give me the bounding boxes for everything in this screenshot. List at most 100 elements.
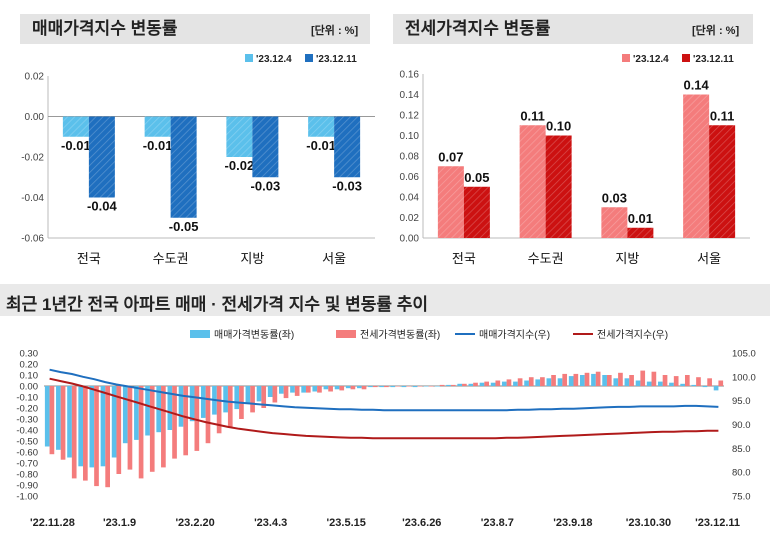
legend-label: 매매가격지수(우) [479, 328, 550, 341]
rent-change-bar [417, 386, 423, 387]
y-tick-label: 0.16 [400, 70, 420, 81]
sale-change-bar [468, 383, 474, 386]
rent-change-bar [495, 380, 501, 386]
rent-change-bar [261, 386, 267, 408]
bar [308, 116, 335, 137]
sale-change-bar [78, 386, 84, 467]
rent-change-bar [138, 386, 144, 479]
rent-change-bar [662, 375, 668, 386]
left-tick-label: -0.30 [16, 415, 38, 426]
legend-label: 매매가격변동률(좌) [214, 328, 294, 341]
rent-change-bar [651, 371, 657, 386]
legend-swatch [305, 54, 313, 62]
rent-change-bar [551, 375, 556, 386]
right-tick-label: 75.0 [732, 492, 751, 503]
legend-label: 전세가격지수(우) [597, 328, 668, 341]
bar [144, 116, 171, 137]
left-tick-label: -0.70 [16, 459, 38, 470]
bar [437, 166, 464, 238]
category-label: 전국 [452, 251, 476, 266]
bar [709, 125, 736, 238]
rent-change-bar [105, 386, 110, 488]
x-tick-label: '23.6.26 [402, 517, 441, 529]
legend-swatch [682, 54, 690, 62]
rent-change-bar [428, 386, 434, 387]
sale-change-bar [357, 386, 362, 389]
sale-change-bar [334, 386, 340, 390]
sale-change-bar [200, 386, 206, 418]
sale-change-bar [111, 386, 117, 458]
rent-change-bar [60, 386, 66, 460]
rent-change-bar [528, 377, 534, 386]
rent-change-bar [484, 381, 490, 386]
x-tick-label: '23.5.15 [327, 517, 366, 529]
rent-change-bar [294, 386, 300, 396]
data-label: 0.10 [546, 119, 571, 134]
sale-change-bar [613, 378, 619, 386]
bar [463, 186, 490, 238]
sale-change-bar [89, 386, 95, 468]
right-tick-label: 105.0 [732, 349, 756, 360]
y-tick-label: 0.04 [400, 193, 420, 204]
data-label: 0.07 [438, 149, 463, 164]
y-tick-label: 0.02 [25, 72, 45, 83]
y-tick-label: 0.12 [400, 111, 420, 122]
data-label: -0.01 [143, 138, 173, 153]
sale-change-bar [446, 384, 451, 386]
sale-change-bar [189, 386, 195, 422]
legend-swatch-rent-change [336, 330, 356, 338]
sale-change-bar [680, 383, 685, 386]
bar [627, 227, 654, 238]
x-tick-label: '23.9.18 [553, 517, 592, 529]
rent-change-bar [384, 386, 389, 388]
sale-unit-label: [단위 : %] [311, 25, 359, 37]
rent-change-bar [305, 386, 311, 393]
rent-change-bar [718, 380, 724, 386]
data-label: 0.11 [520, 108, 545, 123]
sale-change-bar [490, 382, 496, 386]
rent-change-bar [339, 386, 345, 391]
data-label: 0.05 [464, 170, 489, 185]
legend-label: '23.12.11 [693, 54, 734, 65]
right-tick-label: 90.0 [732, 420, 751, 431]
rent-unit-label: [단위 : %] [692, 25, 740, 37]
category-label: 수도권 [528, 251, 564, 266]
rent-change-bar [116, 386, 122, 474]
data-label: -0.01 [61, 138, 91, 153]
rent-change-bar [127, 386, 133, 470]
left-tick-label: -0.10 [16, 393, 38, 404]
data-label: -0.04 [87, 199, 117, 214]
rent-change-bar [205, 386, 211, 444]
left-tick-label: -0.40 [16, 426, 38, 437]
category-label: 지방 [615, 251, 639, 266]
bar [62, 116, 89, 137]
x-tick-label: '23.10.30 [626, 517, 671, 529]
y-tick-label: -0.02 [21, 153, 44, 164]
sale-change-bar [368, 386, 373, 388]
left-tick-label: -0.20 [16, 404, 38, 415]
legend-label: '23.12.11 [316, 54, 357, 65]
left-tick-label: 0.10 [20, 371, 39, 382]
y-tick-label: 0.06 [400, 172, 420, 183]
sale-change-bar [223, 386, 228, 413]
left-tick-label: 0.20 [20, 360, 39, 371]
rent-change-bar [684, 375, 690, 386]
sale-change-bar [290, 386, 295, 393]
sale-change-bar [301, 386, 306, 393]
rent-change-bar [450, 384, 456, 386]
right-tick-label: 80.0 [732, 468, 751, 479]
x-tick-label: '23.12.11 [695, 517, 740, 529]
right-tick-label: 85.0 [732, 444, 751, 455]
sale-change-bar [624, 378, 630, 386]
legend-swatch [622, 54, 630, 62]
sale-change-bar [134, 386, 139, 440]
rent-change-bar [272, 386, 278, 403]
sale-change-bar [557, 378, 563, 386]
x-tick-label: '23.2.20 [175, 517, 214, 529]
category-label: 전국 [77, 251, 101, 266]
y-tick-label: 0.02 [400, 213, 420, 224]
sale-change-bar [535, 379, 541, 386]
rent-change-bar [584, 372, 590, 386]
rent-change-bar [473, 382, 478, 386]
x-tick-label: '23.4.3 [254, 517, 287, 529]
